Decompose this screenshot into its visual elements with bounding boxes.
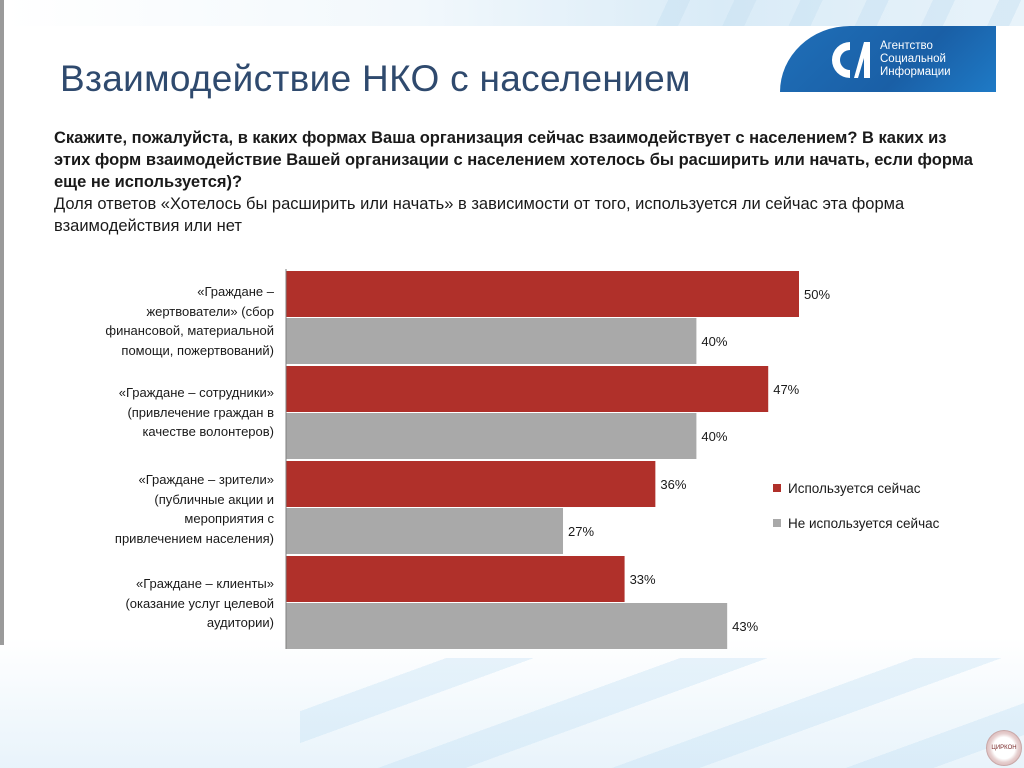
data-label-used-3: 33% (630, 572, 656, 587)
category-label-0: «Граждане – жертвователи» (сбор финансовой… (60, 282, 274, 360)
survey-question: Скажите, пожалуйста, в каких формах Ваша… (54, 127, 984, 237)
data-label-not-used-2: 27% (568, 524, 594, 539)
bar-not-used-0 (286, 318, 697, 364)
category-label-line: помощи, пожертвований) (121, 342, 274, 358)
category-label-line: жертвователи» (сбор (146, 303, 274, 319)
category-label-line: финансовой, материальной (105, 323, 274, 338)
data-label-not-used-1: 40% (701, 429, 727, 444)
logo-line-3: Информации (880, 66, 951, 78)
circon-badge: ЦИРКОН (986, 730, 1022, 766)
category-label-line: качестве волонтеров) (142, 424, 274, 439)
category-label-line: «Граждане – клиенты» (136, 576, 274, 591)
category-label-line: «Граждане – сотрудники» (118, 385, 274, 400)
category-label-1: «Граждане – сотрудники» (привлечение граж… (60, 383, 274, 442)
category-label-line: (публичные акции и (154, 491, 274, 507)
logo-text: Агентство Социальной Информации (880, 40, 951, 79)
bar-used-1 (286, 366, 769, 412)
category-label-line: «Граждане – зрители» (138, 472, 274, 487)
category-label-line: привлечением населения) (114, 530, 274, 546)
logo-line-2: Социальной (880, 53, 946, 65)
bar-used-3 (286, 556, 625, 602)
data-label-used-2: 36% (660, 477, 686, 492)
category-label-3: «Граждане – клиенты» (оказание услуг целе… (60, 574, 274, 633)
category-label-line: (оказание услуг целевой (125, 595, 274, 611)
question-sub-text: Доля ответов «Хотелось бы расширить или … (54, 195, 905, 235)
category-label-line: (привлечение граждан в (127, 404, 274, 420)
slide-frame-left (0, 0, 4, 645)
top-decoration (4, 0, 1024, 26)
bar-not-used-2 (286, 508, 564, 554)
legend-label-not-used: Не используется сейчас (788, 515, 940, 531)
legend-swatch-not-used (773, 519, 781, 527)
logo-background (780, 26, 996, 92)
category-label-line: мероприятия с (184, 511, 274, 526)
legend-label-used: Используется сейчас (788, 480, 921, 496)
bar-used-0 (286, 271, 799, 317)
slide-title: Взаимодействие НКО с населением (60, 58, 691, 99)
data-label-not-used-3: 43% (732, 619, 758, 634)
badge-text: ЦИРКОН (991, 745, 1017, 751)
data-label-not-used-0: 40% (701, 334, 727, 349)
category-label-2: «Граждане – зрители» (публичные акции и ме… (60, 470, 274, 548)
legend-item-not-used: Не используется сейчас (773, 514, 939, 532)
logo-line-1: Агентство (880, 40, 933, 52)
data-label-used-0: 50% (804, 287, 830, 302)
bottom-decoration (0, 638, 1024, 768)
chart-legend: Используется сейчас Не используется сейч… (773, 479, 939, 549)
data-label-used-1: 47% (773, 382, 799, 397)
category-label-line: аудитории) (206, 615, 274, 630)
bar-not-used-3 (286, 603, 728, 649)
legend-item-used: Используется сейчас (773, 479, 939, 497)
bar-used-2 (286, 461, 656, 507)
logo: Агентство Социальной Информации (780, 26, 996, 92)
category-label-line: «Граждане – (197, 284, 274, 299)
bar-not-used-1 (286, 413, 697, 459)
legend-swatch-used (773, 484, 781, 492)
question-bold-text: Скажите, пожалуйста, в каких формах Ваша… (54, 129, 973, 191)
asi-logo-icon (831, 42, 870, 78)
